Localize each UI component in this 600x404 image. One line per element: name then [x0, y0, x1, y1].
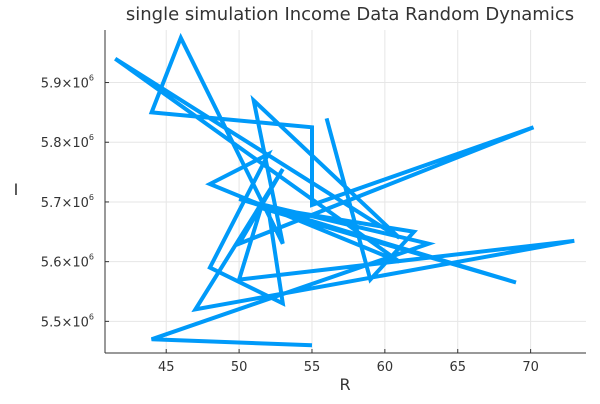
y-tick-mantissa: 5.7×10: [41, 196, 89, 211]
x-tick-label: 70: [522, 360, 539, 375]
y-tick-label: 5.5×106: [41, 312, 94, 330]
x-axis-title: R: [339, 375, 350, 394]
x-tick-label: 50: [231, 360, 248, 375]
y-tick-mantissa: 5.9×10: [41, 77, 89, 92]
y-tick-label: 5.9×106: [41, 74, 94, 92]
x-tick-label: 55: [304, 360, 321, 375]
y-tick-label: 5.7×106: [41, 193, 94, 211]
y-tick-exponent: 6: [89, 74, 94, 83]
y-tick-exponent: 6: [89, 193, 94, 202]
y-tick-label: 5.8×106: [41, 133, 94, 151]
x-tick-label: 65: [449, 360, 466, 375]
y-tick-mantissa: 5.6×10: [41, 256, 89, 271]
chart-title: single simulation Income Data Random Dyn…: [126, 4, 574, 25]
y-tick-mantissa: 5.5×10: [41, 315, 89, 330]
x-tick-label: 60: [377, 360, 394, 375]
y-tick-exponent: 6: [89, 253, 94, 262]
series-group: [114, 32, 575, 348]
y-axis-title: I: [14, 180, 19, 199]
x-ticks: 45 50 55 60 65 70: [158, 349, 539, 375]
x-tick-label: 45: [158, 360, 175, 375]
y-tick-exponent: 6: [89, 312, 94, 321]
y-tick-exponent: 6: [89, 133, 94, 142]
y-tick-mantissa: 5.8×10: [41, 136, 89, 151]
y-tick-label: 5.6×106: [41, 253, 94, 271]
axes: [104, 30, 586, 354]
series-line: [114, 32, 575, 348]
